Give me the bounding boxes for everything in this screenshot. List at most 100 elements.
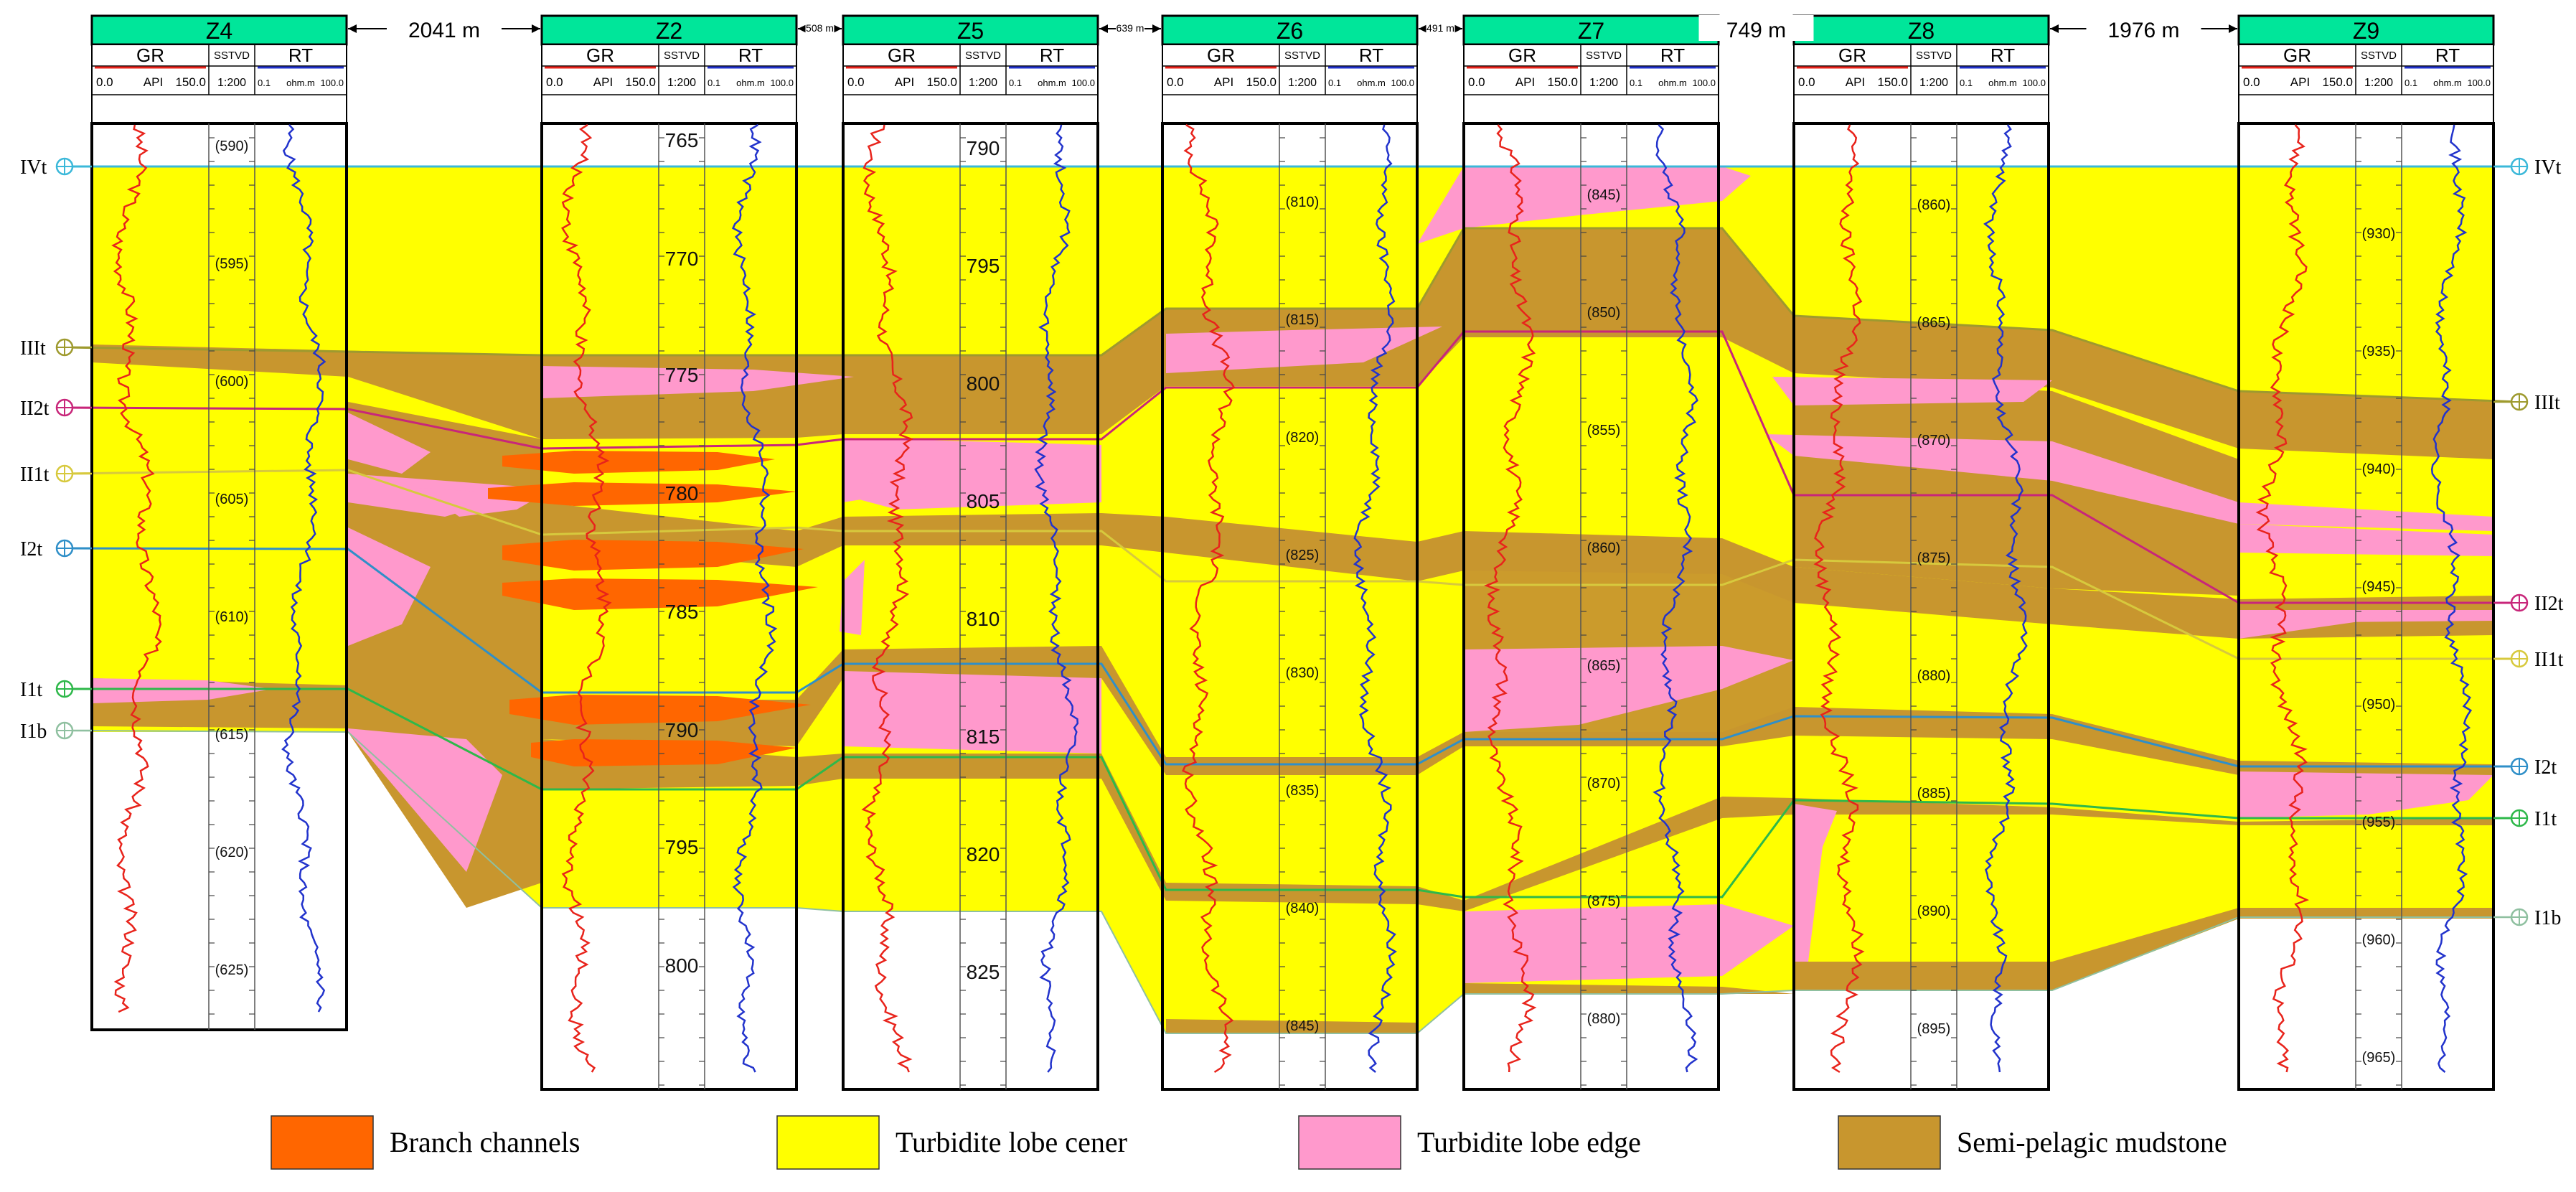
well-name: Z7 <box>1578 18 1604 44</box>
depth-label: (845) <box>1587 187 1621 203</box>
gr-track-title: GR <box>586 44 614 66</box>
distance-annotation: 749 m <box>1698 15 1814 42</box>
branch-channels <box>488 451 818 766</box>
arrow-head-left <box>348 24 357 33</box>
track-header-box <box>91 44 347 124</box>
depth-label: (880) <box>1917 668 1951 684</box>
depth-label: 765 <box>665 129 699 151</box>
distance-label-bg <box>1426 21 1455 35</box>
gr-track-title: GR <box>1207 44 1235 66</box>
depth-scale: 1:200 <box>1919 77 1948 89</box>
depth-label: (605) <box>215 492 249 507</box>
horizon-line-II2t <box>64 330 2519 604</box>
well-track-frame <box>1161 122 1419 1091</box>
well-name: Z6 <box>1277 18 1303 44</box>
track-header-box <box>1793 44 2049 124</box>
depth-scale: 1:200 <box>667 77 696 89</box>
gr-min: 0.0 <box>2243 75 2260 89</box>
well-track-frame <box>540 122 798 1091</box>
horizon-marker-icon <box>55 398 74 417</box>
depth-label: 800 <box>967 372 1000 395</box>
rt-min: 0.1 <box>258 78 271 88</box>
well-track-frame <box>90 122 348 1031</box>
horizon-name: I1t <box>20 679 42 701</box>
branch-channel <box>509 695 811 725</box>
rt-max: 100.0 <box>2022 78 2046 88</box>
rt-track-title: RT <box>738 44 763 66</box>
legend-item: Branch channels <box>271 1115 580 1170</box>
horizon-name: IIIt <box>2534 392 2560 414</box>
well-distance-annotations: 2041 m 508 m 639 m 491 m 749 m 1976 m <box>348 15 2237 42</box>
horizon-name: I1b <box>20 721 47 743</box>
horizon-line-I1t <box>65 687 2519 898</box>
arrow-head-right <box>1454 24 1462 33</box>
depth-label: (945) <box>2362 579 2396 595</box>
depth-label: (930) <box>2362 226 2396 242</box>
well-name: Z2 <box>656 18 682 44</box>
gr-unit: API <box>1846 75 1865 89</box>
rt-unit: ohm.m <box>1357 78 1386 88</box>
rt-log-curve <box>1983 124 2028 1073</box>
arrow-head-right <box>1152 24 1161 33</box>
gr-log-curve <box>111 124 162 1013</box>
distance-annotation: 2041 m <box>348 15 540 42</box>
horizon-line-I1b <box>64 730 2519 1034</box>
gr-log-curve <box>2255 124 2310 1073</box>
depth-label: (815) <box>1286 312 1320 328</box>
distance-annotation: 1976 m <box>2050 15 2237 42</box>
lobe-edge-body <box>1765 434 2493 531</box>
rt-log-curve <box>1034 124 1079 1073</box>
gr-min: 0.0 <box>1468 75 1485 89</box>
depth-label: (950) <box>2362 697 2396 713</box>
horizon-name: I2t <box>20 538 42 560</box>
horizon-label-left: IVt <box>20 156 92 179</box>
gr-unit: API <box>593 75 613 89</box>
rt-max: 100.0 <box>1391 78 1414 88</box>
lobe-edge-body <box>2239 524 2493 556</box>
horizon-marker-icon <box>2510 649 2529 668</box>
gr-log-curve <box>1484 124 1537 1073</box>
rt-unit: ohm.m <box>286 78 315 88</box>
track-header-box <box>1463 44 1719 124</box>
well-name: Z8 <box>1908 18 1935 44</box>
well-header-bar <box>2237 14 2495 46</box>
depth-label: 785 <box>665 601 699 623</box>
gr-min: 0.0 <box>847 75 865 89</box>
horizon-marker-icon <box>55 157 74 176</box>
depth-label: 820 <box>967 843 1000 865</box>
horizon-name: II2t <box>2534 593 2564 615</box>
well-track-frame <box>1792 122 2050 1091</box>
mudstone-band <box>1794 908 2493 990</box>
depth-label: 780 <box>665 482 699 505</box>
gr-track-title: GR <box>888 44 916 66</box>
horizon-marker-icon <box>55 539 74 558</box>
track-header-box <box>1162 44 1418 124</box>
depth-scale: 1:200 <box>217 77 246 89</box>
horizon-name: I2t <box>2534 756 2557 779</box>
well-name: Z4 <box>206 18 232 44</box>
gr-max: 150.0 <box>926 75 957 89</box>
gr-track-title: GR <box>1838 44 1866 66</box>
rt-max: 100.0 <box>1692 78 1716 88</box>
depth-scale: 1:200 <box>969 77 997 89</box>
horizon-label-left: I2t <box>20 538 92 560</box>
gr-log-curve <box>561 123 612 1073</box>
well-header-bar <box>90 14 348 46</box>
rt-track-title: RT <box>288 44 313 66</box>
horizon-name: II1t <box>2534 649 2564 671</box>
rt-track-title: RT <box>1660 44 1685 66</box>
horizon-label-left: II2t <box>20 398 92 420</box>
depth-scale: 1:200 <box>1589 77 1618 89</box>
horizon-labels-right: IVt IIIt II2t II1t I2t I1t I1b <box>2493 156 2564 929</box>
rt-unit: ohm.m <box>1658 78 1687 88</box>
legend-swatch <box>1298 1115 1401 1170</box>
horizon-name: IVt <box>20 156 47 179</box>
distance-label: 639 m <box>1117 22 1144 34</box>
distance-label: 749 m <box>1726 19 1786 42</box>
rt-min: 0.1 <box>1630 78 1642 88</box>
arrow-head-right <box>2229 24 2237 33</box>
depth-label: (620) <box>215 845 249 860</box>
branch-channel <box>488 482 796 506</box>
depth-label: (935) <box>2362 344 2396 360</box>
